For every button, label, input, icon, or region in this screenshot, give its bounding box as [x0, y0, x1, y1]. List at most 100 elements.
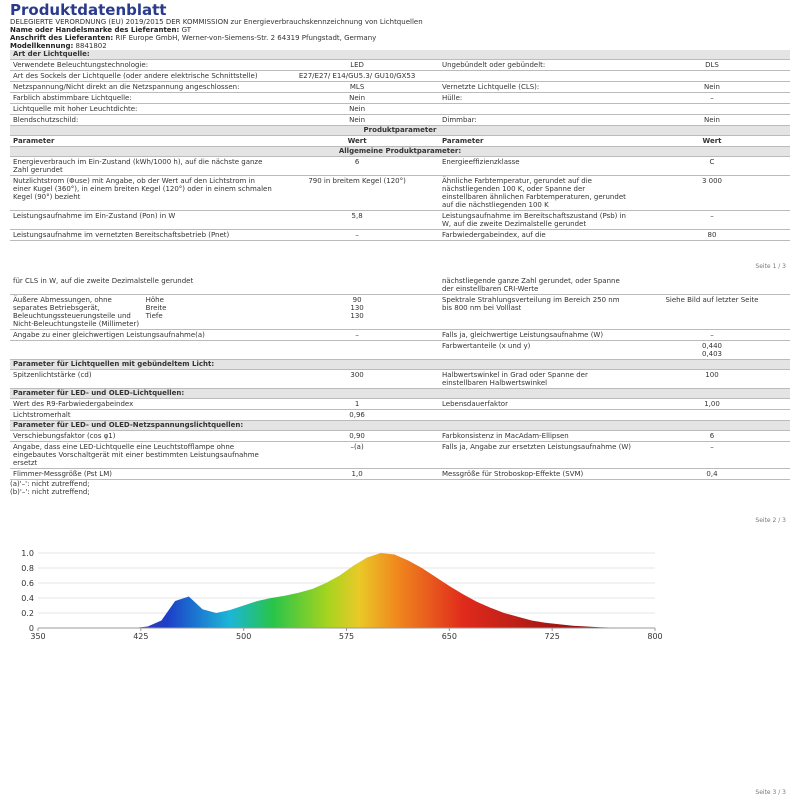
table-cell — [439, 71, 634, 81]
x-tick-label: 350 — [30, 632, 45, 641]
table-cell: Lebensdauerfaktor — [441, 400, 508, 408]
table-cell: Nein — [349, 94, 366, 102]
table-cell: Blendschutzschild: — [13, 116, 79, 124]
cell-line: 90 — [352, 296, 362, 304]
table-cell: Parameter — [441, 137, 484, 145]
table-cell: Leistungsaufnahme im Bereitschaftszustan… — [441, 212, 626, 228]
table-cell: 3 000 — [701, 177, 722, 185]
x-tick-label: 575 — [339, 632, 354, 641]
y-tick-label: 0.8 — [21, 564, 34, 573]
section-heading: Parameter für LED- und OLED-Netzspannung… — [10, 421, 790, 431]
table-cell — [275, 341, 439, 359]
table-cell: Leistungsaufnahme im Ein-Zustand (Pon) i… — [13, 212, 176, 220]
table-cell: – — [355, 231, 359, 239]
table-cell: Nutzlichtstrom (Φuse) mit Angabe, ob der… — [13, 177, 272, 201]
table-row: Flimmer-Messgröße (Pst LM) 1,0 Messgröße f… — [10, 469, 790, 480]
table-row: Energieverbrauch im Ein-Zustand (kWh/100… — [10, 157, 790, 176]
table-cell — [439, 410, 634, 420]
table-cell: 6 — [709, 432, 715, 440]
table-cell — [10, 341, 275, 359]
table-cell: Leistungsaufnahme im vernetzten Bereitsc… — [13, 231, 230, 239]
table-cell: Nein — [349, 116, 366, 124]
table-cell: Verwendete Beleuchtungstechnologie: — [13, 61, 149, 69]
table-cell: Energieverbrauch im Ein-Zustand (kWh/100… — [13, 158, 263, 174]
intro-line: Name oder Handelsmarke des Lieferanten: … — [10, 26, 790, 34]
table-cell: – — [710, 212, 714, 220]
table-cell: Falls ja, gleichwertige Leistungsaufnahm… — [441, 331, 604, 339]
table-cell: für CLS in W, auf die zweite Dezimalstel… — [13, 277, 194, 285]
table-row: Lichtquelle mit hoher Leuchtdichte: Nein — [10, 104, 790, 115]
intro-line: Anschrift des Lieferanten: RIF Europe Gm… — [10, 34, 790, 42]
table-cell: Wert des R9-Farbwiedergabeindex — [13, 400, 134, 408]
table-cell: 0,90 — [349, 432, 365, 440]
table-cell: –(a) — [350, 443, 364, 451]
x-tick-label: 425 — [133, 632, 148, 641]
section-heading: Produktparameter — [10, 126, 790, 136]
table-cell: Höhe Breite Tiefe — [143, 295, 276, 329]
section-heading: Parameter für LED- und OLED-Lichtquellen… — [10, 389, 790, 399]
page-number: Seite 2 / 3 — [755, 517, 786, 524]
page-2: für CLS in W, auf die zweite Dezimalstel… — [10, 276, 790, 526]
table-cell: Falls ja, Angabe zur ersetzten Leistungs… — [441, 443, 631, 451]
page-number: Seite 3 / 3 — [755, 789, 786, 796]
table-cell: Halbwertswinkel in Grad oder Spanne der … — [441, 371, 588, 387]
table-cell: Wert — [347, 137, 367, 145]
y-tick-label: 0 — [29, 624, 34, 633]
table-cell: Flimmer-Messgröße (Pst LM) — [13, 470, 112, 478]
table-cell: Hülle: — [441, 94, 463, 102]
cell-line: Höhe — [145, 296, 164, 304]
table-cell: Angabe zu einer gleichwertigen Leistungs… — [13, 331, 205, 339]
x-tick-label: 650 — [442, 632, 457, 641]
intro-label: Anschrift des Lieferanten: — [10, 34, 114, 42]
table-cell — [439, 104, 634, 114]
table-cell: 0,440 0,403 — [634, 341, 790, 359]
table-cell: 0,96 — [349, 411, 365, 419]
table-cell: Energieeffizienzklasse — [441, 158, 520, 166]
table-cell: 1 — [354, 400, 360, 408]
table-cell: Wert — [702, 137, 722, 145]
table-row: Farblich abstimmbare Lichtquelle: Nein Hül… — [10, 93, 790, 104]
x-tick-label: 725 — [545, 632, 560, 641]
table-cell: LED — [350, 61, 364, 69]
table-cell: 80 — [707, 231, 717, 239]
y-tick-label: 0.4 — [21, 594, 34, 603]
table-row: für CLS in W, auf die zweite Dezimalstel… — [10, 276, 790, 295]
table-cell: 6 — [354, 158, 360, 166]
cell-line: Breite — [145, 304, 167, 312]
table-cell — [634, 410, 790, 420]
table-cell: Angabe, dass eine LED-Lichtquelle eine L… — [13, 443, 259, 467]
table-cell: 0,4 — [706, 470, 718, 478]
table-cell: – — [710, 94, 714, 102]
spectrum-area — [133, 553, 628, 628]
table-row: Lichtstromerhalt 0,96 — [10, 410, 790, 421]
table-row: Leistungsaufnahme im Ein-Zustand (Pon) i… — [10, 211, 790, 230]
table-cell: Farbwiedergabeindex, auf die — [441, 231, 546, 239]
section-heading: Parameter für Lichtquellen mit gebündelt… — [10, 360, 790, 370]
table-cell: 5,8 — [351, 212, 363, 220]
x-tick-label: 500 — [236, 632, 251, 641]
table-cell: Farbwertanteile (x und y) — [441, 342, 531, 350]
table-header: Parameter Wert Parameter Wert — [10, 136, 790, 147]
table-cell: Farbkonsistenz in MacAdam-Ellipsen — [441, 432, 569, 440]
table-row: Netzspannung/Nicht direkt an die Netzspa… — [10, 82, 790, 93]
table-cell: – — [710, 443, 714, 451]
table-cell: Äußere Abmessungen, ohne separates Betri… — [13, 296, 140, 328]
table-cell: 1,0 — [351, 470, 363, 478]
intro-value: 8841802 — [75, 42, 107, 50]
intro-line: Modellkennung: 8841802 — [10, 42, 790, 50]
table-cell: 790 in breitem Kegel (120°) — [308, 177, 406, 185]
intro-value: GT — [181, 26, 192, 34]
table-cell: Netzspannung/Nicht direkt an die Netzspa… — [13, 83, 240, 91]
table-cell: 300 — [350, 371, 364, 379]
intro-value: RIF Europe GmbH, Werner-von-Siemens-Str.… — [115, 34, 377, 42]
table-row: Art des Sockels der Lichtquelle (oder an… — [10, 71, 790, 82]
section-heading: Art der Lichtquelle: — [10, 50, 790, 60]
table-cell — [634, 276, 790, 294]
table-cell: Ähnliche Farbtemperatur, gerundet auf di… — [441, 177, 626, 209]
table-row: Leistungsaufnahme im vernetzten Bereitsc… — [10, 230, 790, 241]
cell-line: Tiefe — [145, 312, 163, 320]
footnote: (b)'–': nicht zutreffend; — [10, 488, 90, 496]
table-row: Blendschutzschild: Nein Dimmbar: Nein — [10, 115, 790, 126]
y-tick-label: 1.0 — [21, 549, 34, 558]
table-cell: Dimmbar: — [441, 116, 477, 124]
